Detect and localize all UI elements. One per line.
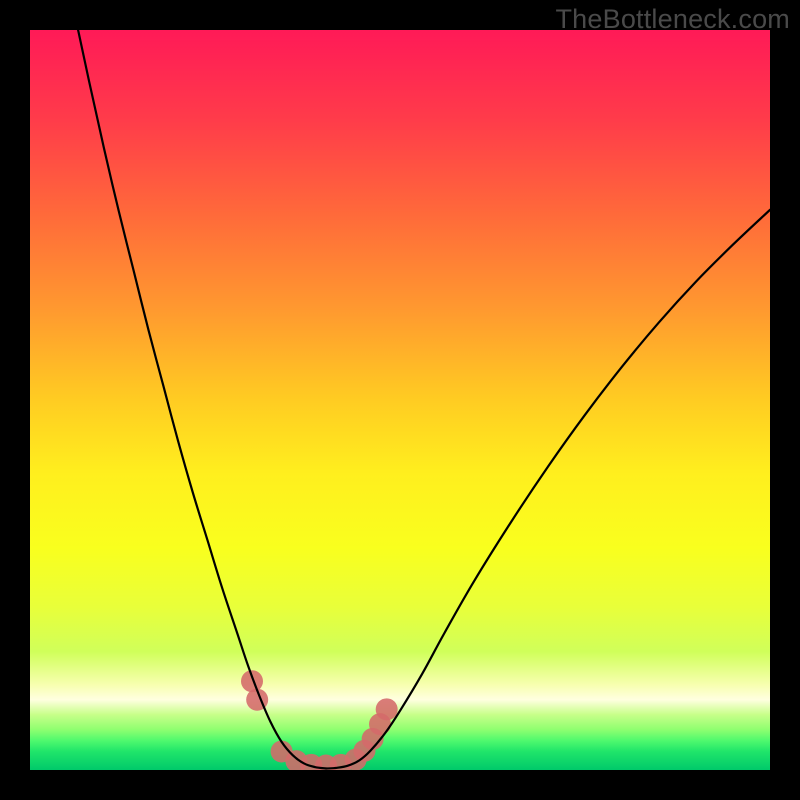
bottleneck-chart-svg: [0, 0, 800, 800]
watermark-text: TheBottleneck.com: [555, 4, 790, 35]
chart-container: [0, 0, 800, 800]
